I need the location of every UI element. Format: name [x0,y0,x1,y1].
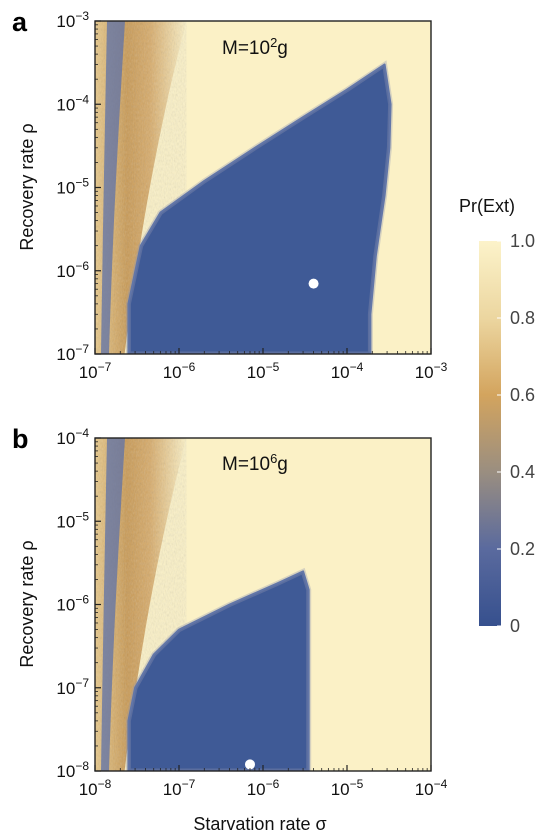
panel-b-y-axis-title: Recovery rate ρ [17,540,37,667]
y-tick-label: 10−7 [56,342,89,364]
panel-b-mass-label: M=106g [222,451,288,476]
y-tick-label: 10−3 [56,9,89,31]
panel-b-x-ticks: 10−8 10−7 10−6 10−5 10−4 [79,765,448,799]
colorbar: Pr(Ext) 1.0 0.8 0.6 0.4 0.2 0 [459,196,535,636]
x-tick-label: 10−5 [247,360,280,382]
y-tick-label: 10−5 [56,176,89,198]
y-tick-label: 10−5 [56,509,89,531]
x-tick-label: 10−8 [79,777,112,799]
colorbar-ticks: 1.0 0.8 0.6 0.4 0.2 0 [497,231,535,636]
x-tick-label: 10−4 [415,777,448,799]
x-tick-label: 10−5 [331,777,364,799]
panel-a: a M=102g 10−7 10−6 10−5 10−4 10−3 10−710−610… [12,7,448,382]
panel-a-y-axis-title: Recovery rate ρ [17,123,37,250]
marker-dot [308,278,319,289]
x-tick-label: 10−6 [163,360,196,382]
colorbar-title: Pr(Ext) [459,196,515,216]
colorbar-gradient [479,241,501,626]
y-tick-label: 10−7 [56,676,89,698]
panel-a-plot-area [94,20,432,355]
colorbar-tick-label: 0.6 [510,385,535,405]
panel-b-y-ticks: 10−8 10−7 10−6 10−5 10−4 [56,426,101,781]
region-edge-blur [125,567,312,771]
panel-a-letter: a [12,7,28,37]
low-extinction-region [127,570,310,771]
x-axis-title: Starvation rate σ [193,814,326,834]
x-tick-label: 10−6 [247,777,280,799]
panel-a-y-ticks: 10−7 10−6 10−5 10−4 10−3 [56,9,101,364]
panel-a-x-ticks: 10−7 10−6 10−5 10−4 10−3 [79,348,448,382]
marker-dot [244,759,255,770]
x-tick-label: 10−7 [79,360,112,382]
x-tick-label: 10−7 [163,777,196,799]
panel-b-plot-area [94,437,432,772]
colorbar-tick-label: 0 [510,616,520,636]
y-tick-label: 10−4 [56,92,89,114]
low-extinction-region [127,63,392,354]
y-tick-label: 10−4 [56,426,89,448]
x-tick-label: 10−3 [415,360,448,382]
colorbar-tick-label: 0.2 [510,539,535,559]
blue-streak [101,438,125,771]
region-edge-blur [125,60,394,354]
y-tick-label: 10−8 [56,759,89,781]
x-tick-label: 10−4 [331,360,364,382]
colorbar-tick-label: 0.8 [510,308,535,328]
panel-a-mass-label: M=102g [222,35,288,60]
panel-b: b M=106g 10−8 10−7 10−6 10−5 10−4 10−810−710… [12,424,448,834]
colorbar-tick-label: 1.0 [510,231,535,251]
y-tick-label: 10−6 [56,593,89,615]
panel-b-letter: b [12,424,29,454]
y-tick-label: 10−6 [56,259,89,281]
colorbar-tick-label: 0.4 [510,462,535,482]
blue-streak [101,21,125,354]
